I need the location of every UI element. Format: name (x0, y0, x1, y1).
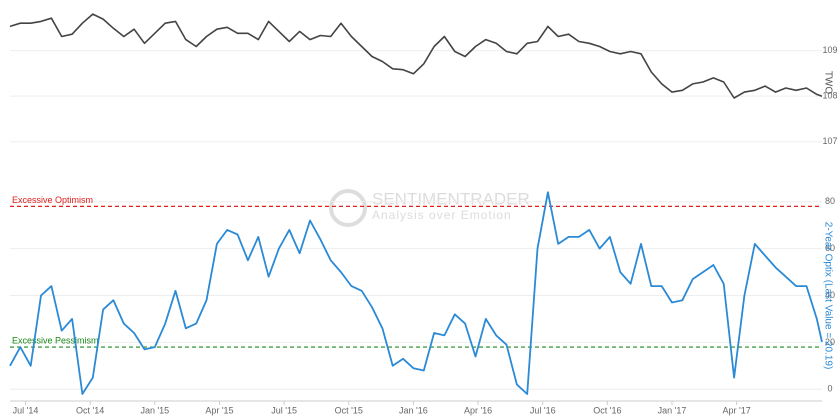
y-axis-label: TWO (822, 71, 833, 95)
watermark-text: Analysis over Emotion (372, 208, 512, 222)
x-tick-label: Jan '17 (658, 405, 687, 415)
x-tick-label: Apr '17 (723, 405, 751, 415)
x-tick-label: Jan '15 (140, 405, 169, 415)
y-axis-label: 2-Year Optix (Last Value = 20.19) (822, 222, 833, 370)
watermark-logo (329, 189, 367, 227)
y-tick-label: 60 (825, 243, 835, 253)
reference-label: Excessive Pessimism (12, 335, 99, 345)
x-tick-label: Jul '16 (530, 405, 556, 415)
data-line (9, 191, 823, 395)
y-tick-label: 20 (825, 337, 835, 347)
x-tick-label: Jan '16 (399, 405, 428, 415)
x-tick-label: Apr '15 (205, 405, 233, 415)
reference-label: Excessive Optimism (12, 195, 93, 205)
x-tick-label: Jul '15 (271, 405, 297, 415)
x-tick-label: Jul '14 (13, 405, 39, 415)
data-line (9, 13, 823, 99)
y-tick-label: 108 (822, 91, 837, 101)
y-tick-label: 109 (822, 45, 837, 55)
y-tick-label: 40 (825, 290, 835, 300)
y-tick-label: 107 (822, 136, 837, 146)
x-tick-label: Oct '15 (335, 405, 363, 415)
x-tick-label: Oct '14 (76, 405, 104, 415)
y-tick-label: 0 (827, 384, 832, 394)
y-tick-label: 80 (825, 196, 835, 206)
x-tick-label: Apr '16 (464, 405, 492, 415)
x-tick-label: Oct '16 (593, 405, 621, 415)
watermark-text: SENTIMENTRADER (372, 189, 530, 208)
